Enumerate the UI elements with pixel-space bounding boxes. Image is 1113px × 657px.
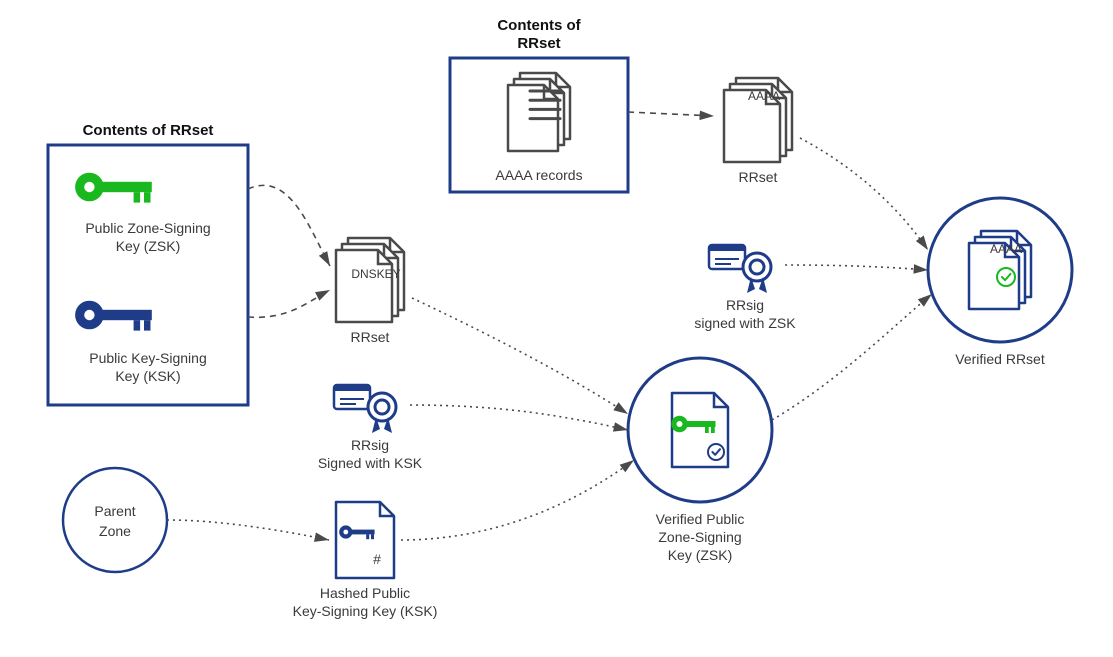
connector	[248, 290, 330, 317]
vzsk-label1: Verified Public	[656, 511, 745, 527]
doc-stack-icon: AAAA	[724, 78, 792, 162]
top-box-header2: RRset	[517, 35, 560, 52]
hashed-ksk-icon: #	[336, 502, 394, 578]
left-box-header: Contents of RRset	[83, 122, 214, 139]
doc-stack-icon: AAAA	[969, 231, 1031, 309]
aaaa-rrset-label: RRset	[739, 169, 778, 185]
key-icon	[75, 301, 152, 331]
seal-icon	[368, 393, 396, 433]
ksk-label: Public Key-Signing	[89, 350, 207, 366]
connector	[785, 265, 928, 270]
connector	[401, 460, 634, 540]
rrsig-ksk-label2: Signed with KSK	[318, 455, 423, 471]
verified-rrset-label: Verified RRset	[955, 351, 1045, 367]
doc-stack-icon	[508, 73, 570, 151]
svg-text:#: #	[373, 551, 381, 567]
key-icon	[75, 173, 152, 203]
connector	[628, 112, 714, 116]
top-box-header1: Contents of	[497, 17, 581, 34]
connector	[772, 294, 932, 420]
svg-text:DNSKEY: DNSKEY	[351, 267, 400, 281]
hashed-ksk-label2: Key-Signing Key (KSK)	[293, 603, 438, 619]
dnskey-rrset-label: RRset	[351, 329, 390, 345]
svg-text:AAAA: AAAA	[990, 242, 1022, 256]
vzsk-label2: Zone-Signing	[658, 529, 741, 545]
rrsig-ksk-label1: RRsig	[351, 437, 389, 453]
card-icon	[334, 385, 370, 409]
ksk-label2: Key (KSK)	[115, 368, 180, 384]
svg-text:AAAA: AAAA	[748, 89, 780, 103]
vzsk-label3: Key (ZSK)	[668, 547, 733, 563]
zsk-label2: Key (ZSK)	[116, 238, 181, 254]
connector	[248, 185, 330, 266]
parent-zone-label2: Zone	[99, 523, 131, 539]
connector	[412, 298, 628, 414]
rrsig-zsk-label2: signed with ZSK	[694, 315, 796, 331]
zsk-label: Public Zone-Signing	[85, 220, 210, 236]
parent-zone-label1: Parent	[94, 503, 135, 519]
connector	[800, 138, 928, 250]
doc-stack-icon: DNSKEY	[336, 238, 404, 322]
connector	[410, 405, 628, 430]
hashed-ksk-label1: Hashed Public	[320, 585, 410, 601]
card-icon	[709, 245, 745, 269]
connector	[167, 520, 329, 540]
aaaa-records-label: AAAA records	[495, 167, 582, 183]
seal-icon	[743, 253, 771, 293]
rrsig-zsk-label1: RRsig	[726, 297, 764, 313]
parent-zone-circle	[63, 468, 167, 572]
